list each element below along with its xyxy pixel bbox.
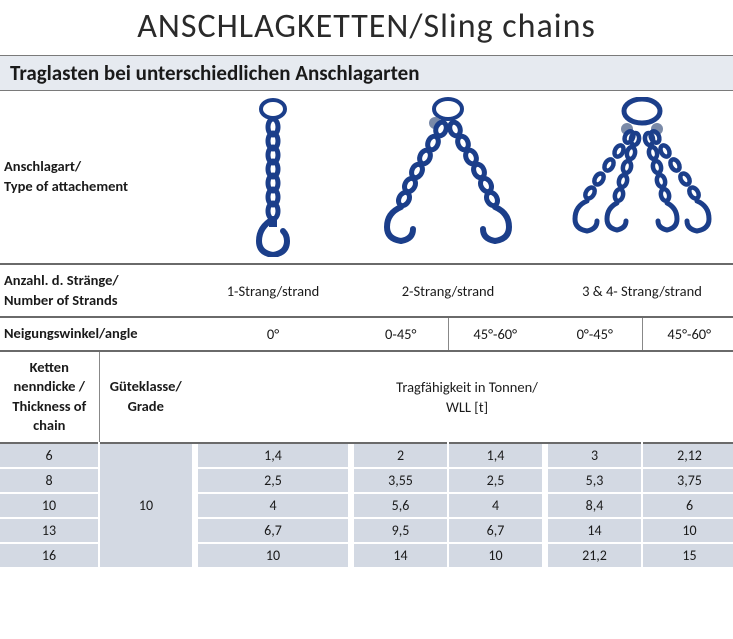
wll-cell: 3 bbox=[548, 443, 642, 468]
grade-cell: 10 bbox=[99, 443, 192, 568]
table-row: 6101,421,432,12 bbox=[0, 443, 733, 468]
page-title: ANSCHLAGKETTEN/Sling chains bbox=[0, 0, 733, 55]
wll-cell: 2,12 bbox=[642, 443, 733, 468]
wll-cell: 9,5 bbox=[354, 518, 448, 543]
wll-cell: 10 bbox=[198, 543, 348, 568]
thickness-cell: 10 bbox=[0, 493, 99, 518]
angle-label: Neigungswinkel/angle bbox=[0, 317, 192, 351]
wll-cell: 6 bbox=[642, 493, 733, 518]
chain-1-strand-icon bbox=[198, 91, 348, 264]
wll-cell: 6,7 bbox=[448, 518, 542, 543]
wll-cell: 10 bbox=[448, 543, 542, 568]
wll-cell: 14 bbox=[548, 518, 642, 543]
wll-cell: 4 bbox=[448, 493, 542, 518]
chain-4-strand-icon bbox=[548, 91, 733, 264]
angle-0-45: 0-45° bbox=[354, 317, 448, 351]
angle-b-0-45: 0°-45° bbox=[548, 317, 642, 351]
wll-cell: 5,6 bbox=[354, 493, 448, 518]
wll-cell: 2 bbox=[354, 443, 448, 468]
chain-2-strand-icon bbox=[354, 91, 542, 264]
wll-cell: 5,3 bbox=[548, 468, 642, 493]
attachment-label: Anschlagart/ Type of attachement bbox=[0, 91, 192, 264]
thickness-cell: 16 bbox=[0, 543, 99, 568]
wll-cell: 3,55 bbox=[354, 468, 448, 493]
wll-cell: 14 bbox=[354, 543, 448, 568]
wll-cell: 6,7 bbox=[198, 518, 348, 543]
strands-label: Anzahl. d. Stränge/ Number of Strands bbox=[0, 264, 192, 317]
wll-cell: 4 bbox=[198, 493, 348, 518]
wll-cell: 21,2 bbox=[548, 543, 642, 568]
angle-b-45-60: 45°-60° bbox=[642, 317, 733, 351]
wll-cell: 8,4 bbox=[548, 493, 642, 518]
angle-0: 0° bbox=[198, 317, 348, 351]
wll-cell: 1,4 bbox=[198, 443, 348, 468]
wll-label: Tragfähigkeit in Tonnen/ WLL [t] bbox=[198, 351, 733, 443]
subtitle: Traglasten bei unterschiedlichen Anschla… bbox=[0, 55, 733, 91]
strand-1-header: 1-Strang/strand bbox=[198, 264, 348, 317]
wll-cell: 10 bbox=[642, 518, 733, 543]
strand-3-header: 3 & 4- Strang/strand bbox=[548, 264, 733, 317]
wll-cell: 2,5 bbox=[198, 468, 348, 493]
wll-cell: 3,75 bbox=[642, 468, 733, 493]
thickness-cell: 13 bbox=[0, 518, 99, 543]
thickness-label: Ketten nenndicke / Thickness of chain bbox=[0, 351, 99, 443]
load-table: Anschlagart/ Type of attachement bbox=[0, 91, 733, 569]
wll-cell: 1,4 bbox=[448, 443, 542, 468]
wll-cell: 15 bbox=[642, 543, 733, 568]
thickness-cell: 6 bbox=[0, 443, 99, 468]
wll-cell: 2,5 bbox=[448, 468, 542, 493]
strand-2-header: 2-Strang/strand bbox=[354, 264, 542, 317]
thickness-cell: 8 bbox=[0, 468, 99, 493]
angle-45-60: 45°-60° bbox=[448, 317, 542, 351]
grade-label: Güteklasse/ Grade bbox=[99, 351, 192, 443]
